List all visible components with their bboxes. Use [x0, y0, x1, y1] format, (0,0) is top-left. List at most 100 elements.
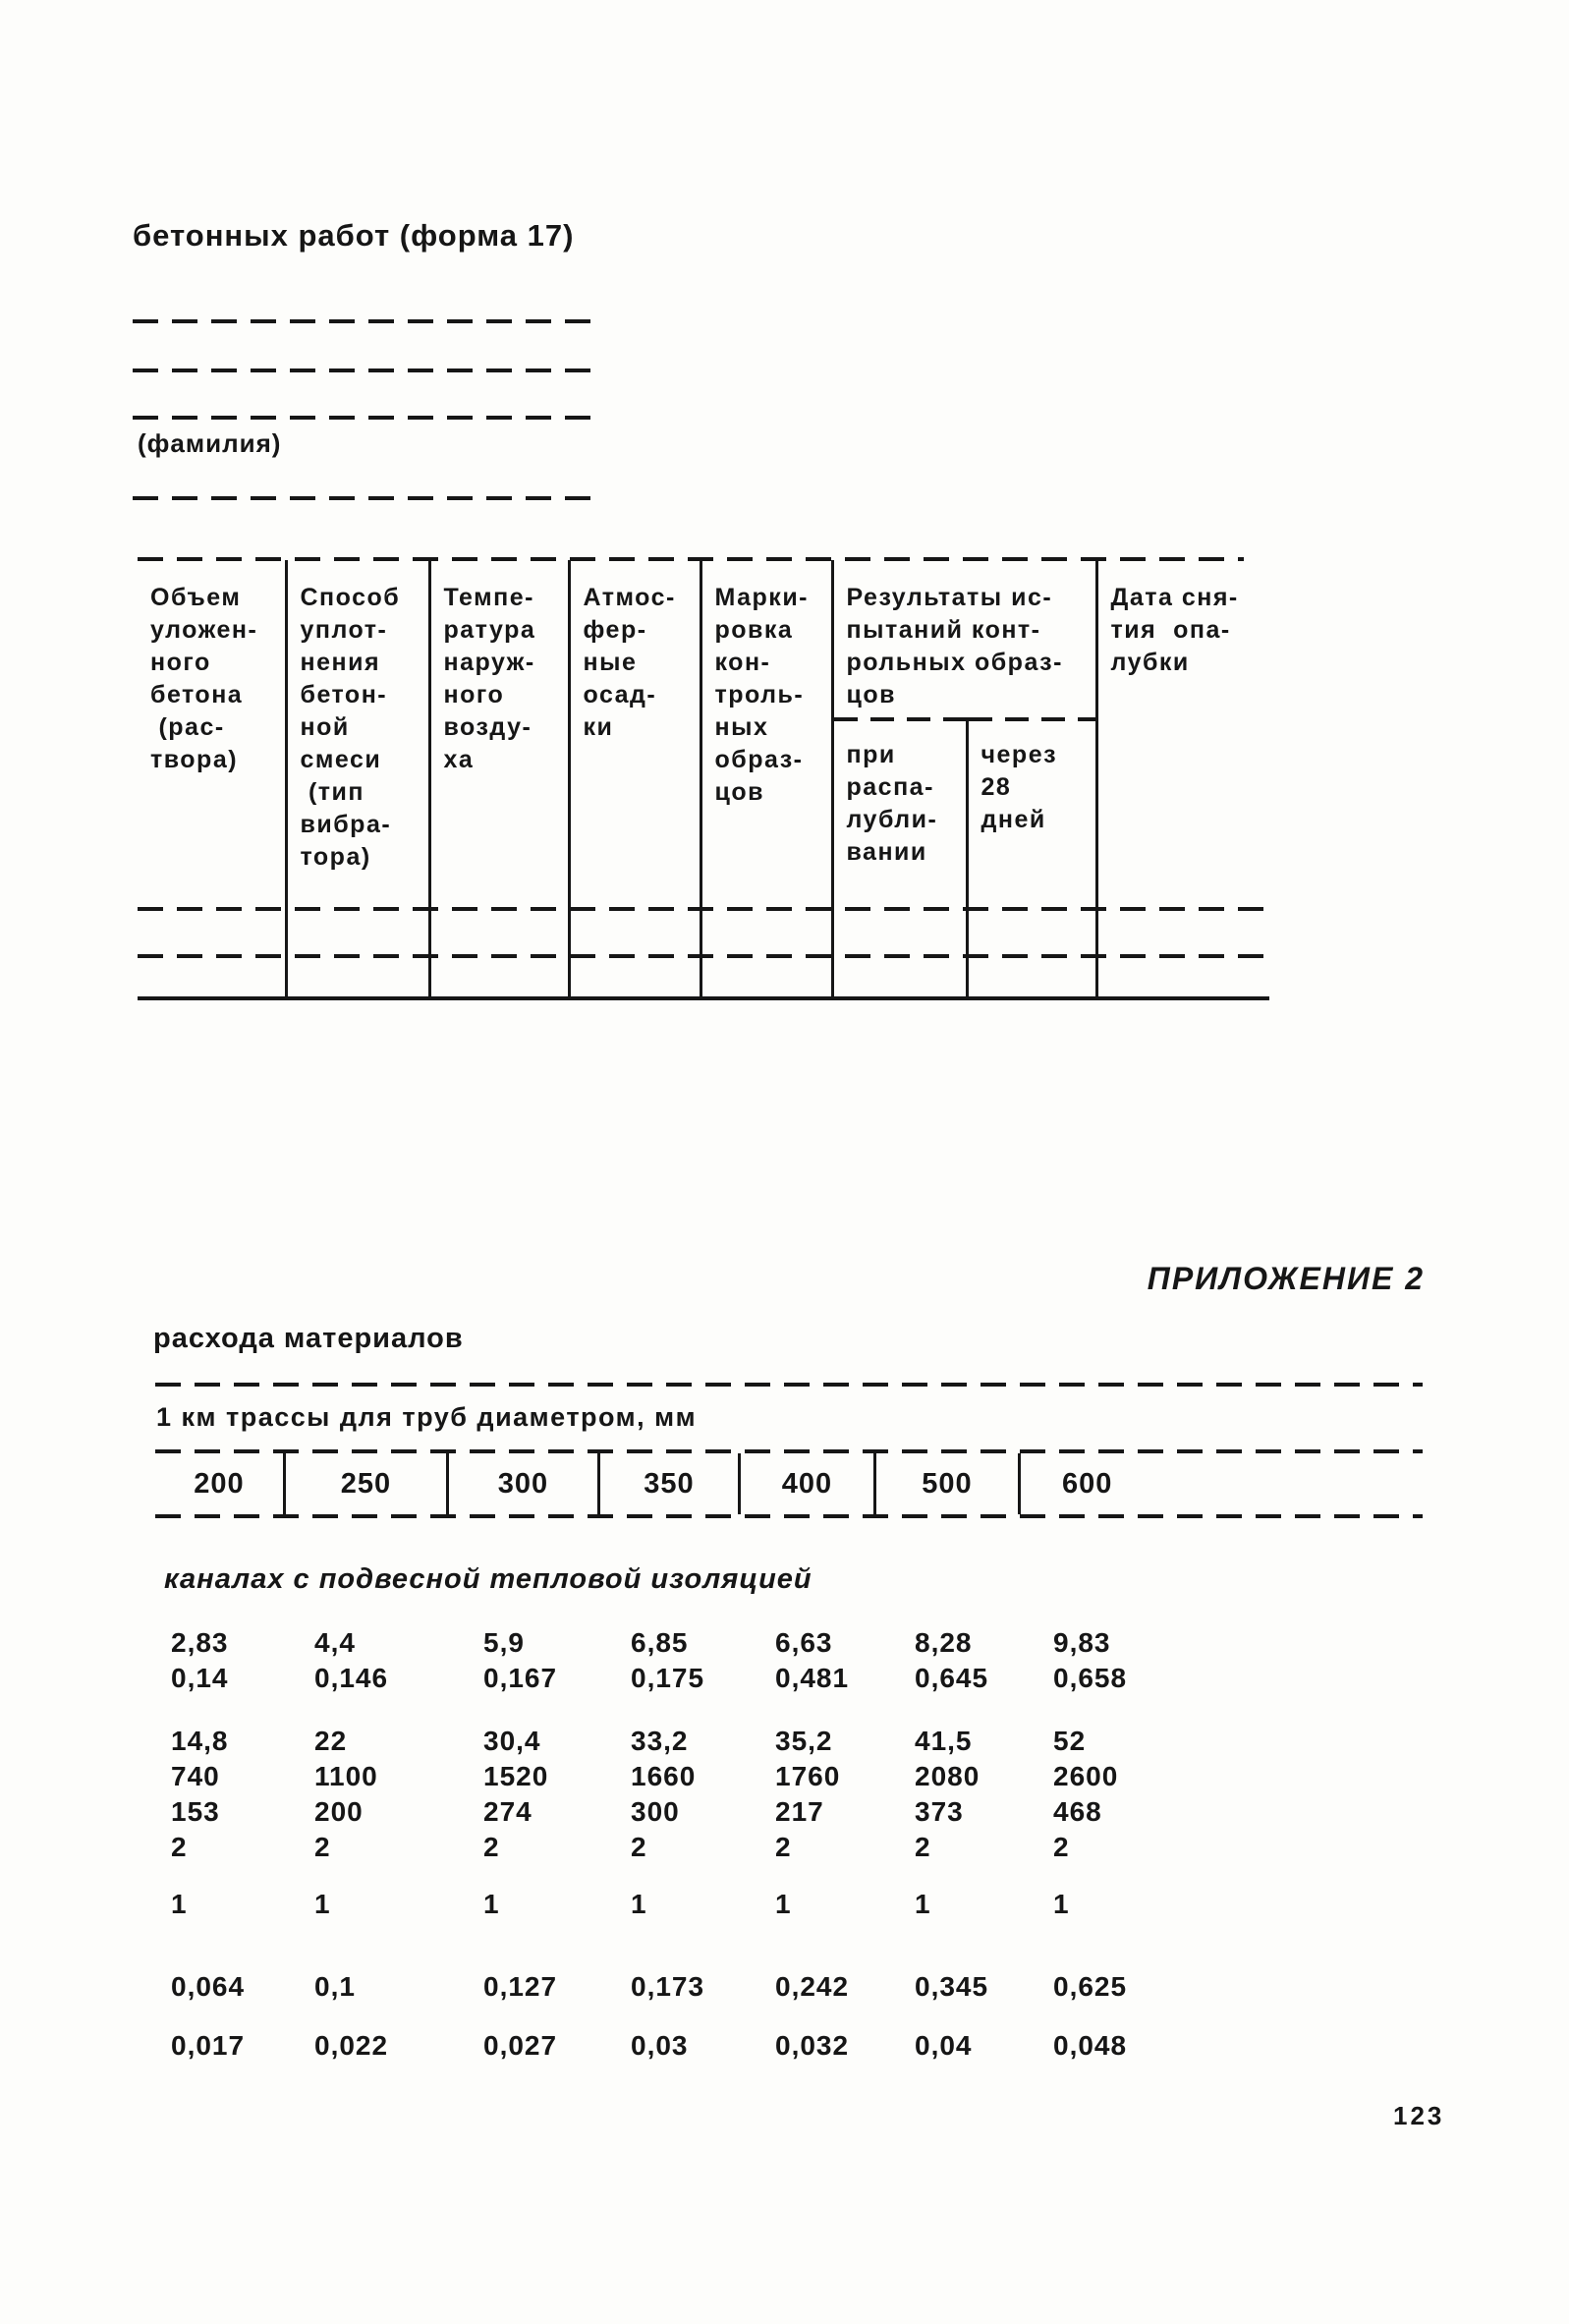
page-number: 123 [1393, 2101, 1445, 2130]
data-cell: 0,04 [915, 2030, 973, 2061]
data-cell: 0,064 [171, 1971, 246, 2002]
data-cell: 300 [631, 1796, 680, 1827]
data-cell: 0,345 [915, 1971, 989, 2002]
familia-caption: (фамилия) [138, 428, 282, 458]
data-cell: 2 [631, 1832, 647, 1862]
col-test-results-group: Результаты ис- пытаний конт- рольных обр… [830, 560, 1097, 717]
data-row: 153 200 274 300 217 373 468 [155, 1794, 1423, 1830]
diameter-cell: 300 [446, 1453, 597, 1514]
data-cell: 14,8 [171, 1726, 229, 1756]
data-cell: 0,022 [314, 2030, 389, 2061]
empty-cell [965, 956, 1097, 1000]
table-row-rule-2 [138, 954, 1267, 958]
data-cell: 2080 [915, 1761, 981, 1791]
data-cell: 41,5 [915, 1726, 973, 1756]
diameter-header-row: 200 250 300 350 400 500 600 [155, 1453, 1423, 1514]
data-cell: 0,127 [483, 1971, 558, 2002]
data-cell: 373 [915, 1796, 964, 1827]
data-cell: 0,048 [1053, 2030, 1128, 2061]
data-cell: 0,175 [631, 1663, 705, 1693]
data-cell: 2 [1053, 1832, 1070, 1862]
data-cell: 0,242 [775, 1971, 850, 2002]
data-cell: 6,85 [631, 1627, 689, 1658]
divider-line [155, 1449, 1423, 1453]
data-cell: 0,146 [314, 1663, 389, 1693]
data-cell: 1 [775, 1889, 792, 1919]
empty-cell [965, 909, 1097, 956]
data-cell: 468 [1053, 1796, 1102, 1827]
divider-line [155, 1514, 1423, 1518]
diameter-cell: 600 [1018, 1453, 1423, 1514]
data-cell: 1 [483, 1889, 500, 1919]
table-bottom-rule [138, 996, 1269, 1000]
empty-cell [138, 909, 286, 956]
data-cell: 0,032 [775, 2030, 850, 2061]
data-cell: 200 [314, 1796, 364, 1827]
data-row: 14,8 22 30,4 33,2 35,2 41,5 52 [155, 1724, 1423, 1759]
empty-cell [284, 956, 429, 1000]
data-cell: 2 [314, 1832, 331, 1862]
col-formwork-removal-date: Дата сня- тия опа- лубки [1094, 560, 1245, 909]
appendix-data-rows: 2,83 4,4 5,9 6,85 6,63 8,28 9,83 0,14 0,146 0,167… [155, 1625, 1423, 2064]
data-cell: 1660 [631, 1761, 697, 1791]
data-row: 0,017 0,022 0,027 0,03 0,032 0,04 0,048 [155, 2028, 1423, 2064]
diameter-cell: 200 [194, 1468, 245, 1500]
data-row: 2,83 4,4 5,9 6,85 6,63 8,28 9,83 [155, 1625, 1423, 1661]
data-cell: 274 [483, 1796, 532, 1827]
diameter-cell: 500 [873, 1453, 1018, 1514]
data-cell: 0,1 [314, 1971, 356, 2002]
data-row: 2 2 2 2 2 2 2 [155, 1830, 1423, 1865]
data-cell: 740 [171, 1761, 220, 1791]
data-cell: 9,83 [1053, 1627, 1111, 1658]
col-precipitation: Атмос- фер- ные осад- ки [567, 560, 700, 909]
data-cell: 1520 [483, 1761, 549, 1791]
concrete-works-table: Объем уложен- ного бетона (рас- твора) С… [138, 560, 1245, 1000]
data-cell: 2 [915, 1832, 931, 1862]
data-cell: 0,03 [631, 2030, 689, 2061]
data-cell: 30,4 [483, 1726, 541, 1756]
empty-cell [830, 956, 967, 1000]
materials-table: 1 км трассы для труб диаметром, мм 200 25… [155, 1383, 1423, 2064]
col-at-form-stripping: при распа- лубли- вании [830, 717, 967, 909]
diameter-cell: 400 [738, 1453, 873, 1514]
data-cell: 153 [171, 1796, 220, 1827]
data-cell: 0,167 [483, 1663, 558, 1693]
col-sample-marking: Марки- ровка кон- троль- ных образ- цов [699, 560, 832, 909]
data-cell: 35,2 [775, 1726, 833, 1756]
data-cell: 4,4 [314, 1627, 356, 1658]
data-cell: 1 [314, 1889, 331, 1919]
data-cell: 0,173 [631, 1971, 705, 2002]
data-cell: 0,14 [171, 1663, 229, 1693]
data-cell: 217 [775, 1796, 824, 1827]
channels-section-heading: каналах с подвесной тепловой изоляцией [164, 1563, 813, 1595]
empty-cell [427, 956, 569, 1000]
col-air-temperature: Темпе- ратура наруж- ного возду- ха [427, 560, 569, 909]
diameter-cell: 350 [597, 1453, 738, 1514]
empty-cell [567, 909, 700, 956]
data-row: 0,064 0,1 0,127 0,173 0,242 0,345 0,625 [155, 1969, 1423, 2005]
data-cell: 1100 [314, 1761, 378, 1791]
signature-line-4 [133, 496, 604, 500]
data-cell: 1 [915, 1889, 931, 1919]
data-cell: 2,83 [171, 1627, 229, 1658]
empty-cell [284, 909, 429, 956]
data-cell: 0,481 [775, 1663, 850, 1693]
data-cell: 0,027 [483, 2030, 558, 2061]
materials-consumption-heading: расхода материалов [153, 1323, 464, 1354]
data-cell: 5,9 [483, 1627, 525, 1658]
appendix-heading: ПРИЛОЖЕНИЕ 2 [1147, 1261, 1425, 1296]
pipeline-length-title: 1 км трассы для труб диаметром, мм [156, 1402, 698, 1432]
table-row-rule-1 [138, 907, 1267, 911]
table-top-rule [138, 557, 1244, 561]
data-cell: 1 [631, 1889, 647, 1919]
data-cell: 0,625 [1053, 1971, 1128, 2002]
signature-line-3 [133, 416, 604, 420]
col-compaction-method: Способ уплот- нения бетон- ной смеси (ти… [284, 560, 429, 909]
col-volume: Объем уложен- ного бетона (рас- твора) [150, 584, 258, 773]
data-cell: 22 [314, 1726, 348, 1756]
data-cell: 0,017 [171, 2030, 246, 2061]
data-cell: 2 [775, 1832, 792, 1862]
document-heading: бетонных работ (форма 17) [133, 218, 575, 253]
data-row: 1 1 1 1 1 1 1 [155, 1887, 1423, 1922]
